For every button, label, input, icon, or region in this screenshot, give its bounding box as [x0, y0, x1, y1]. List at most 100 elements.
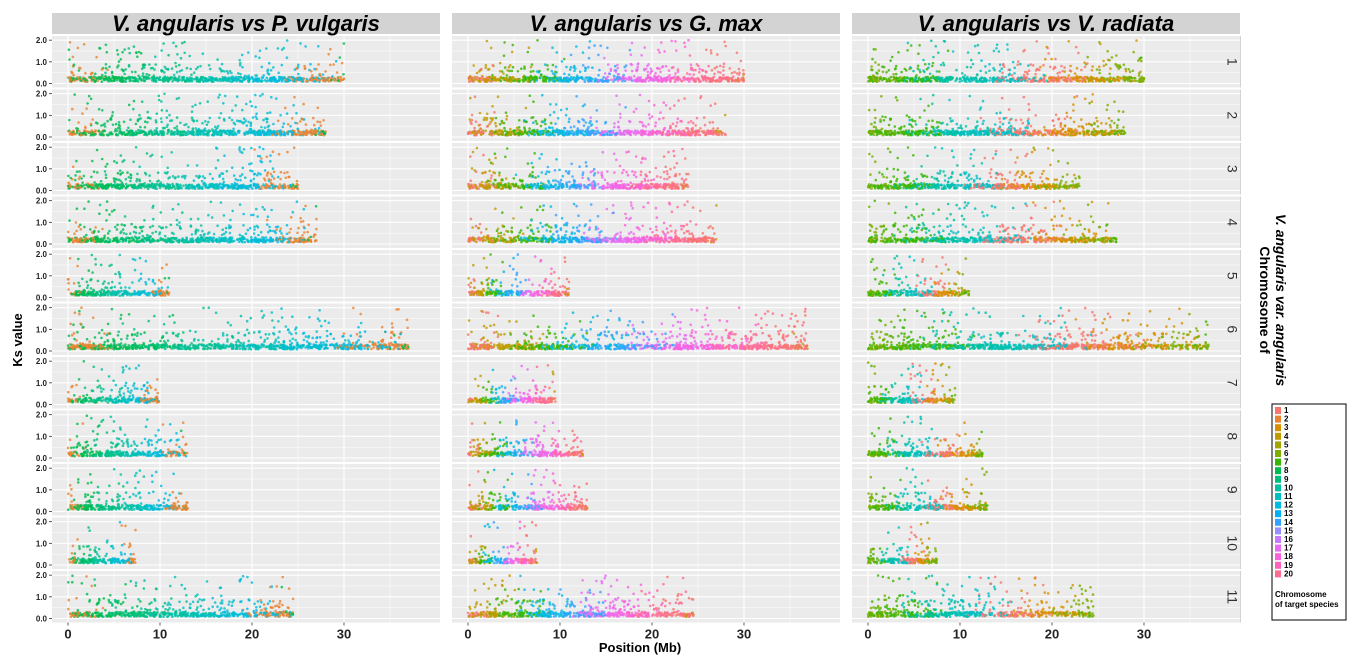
ks-point — [689, 63, 693, 66]
ks-point — [1102, 64, 1106, 68]
ks-point — [874, 116, 877, 120]
ks-point — [195, 76, 198, 79]
ks-point — [477, 79, 481, 82]
ks-point — [1041, 134, 1044, 137]
ks-point — [1043, 128, 1047, 132]
ks-point — [630, 69, 634, 73]
ks-point — [709, 51, 713, 55]
ks-point — [1002, 131, 1005, 135]
ks-point — [140, 67, 144, 70]
ks-point — [979, 69, 982, 73]
ks-point — [1052, 124, 1056, 127]
ks-point — [486, 68, 490, 71]
ks-point — [79, 79, 83, 82]
ks-point — [882, 77, 886, 80]
ks-point — [251, 116, 255, 119]
ks-point — [161, 126, 165, 130]
ks-point — [1023, 76, 1026, 79]
ks-point — [282, 46, 286, 50]
ks-point — [638, 76, 641, 79]
ks-point — [625, 77, 629, 81]
ks-point — [102, 129, 105, 133]
ks-point — [735, 51, 739, 54]
ks-point — [582, 124, 586, 127]
ks-point — [697, 133, 700, 136]
ks-point — [88, 130, 91, 134]
ks-point — [894, 64, 898, 68]
ks-point — [218, 133, 221, 136]
ks-point — [304, 45, 307, 48]
ks-point — [550, 77, 553, 80]
ks-point — [998, 63, 1002, 66]
ks-point — [326, 77, 330, 80]
ks-point — [225, 69, 229, 73]
ks-point — [574, 79, 577, 82]
ks-point — [551, 63, 555, 67]
ks-point — [114, 122, 118, 126]
ks-point — [178, 75, 181, 78]
ks-point — [675, 121, 679, 124]
ks-point — [1130, 76, 1134, 80]
ks-point — [266, 69, 269, 73]
ks-point — [583, 130, 587, 134]
ks-point — [512, 77, 516, 80]
ks-point — [532, 121, 535, 124]
ks-point — [694, 131, 698, 134]
ks-point — [730, 79, 734, 83]
ks-point — [237, 75, 240, 79]
ks-point — [623, 65, 626, 69]
ks-point — [976, 73, 979, 77]
ks-point — [893, 77, 896, 80]
ks-point — [255, 117, 259, 120]
ks-point — [737, 80, 741, 83]
ks-point — [571, 133, 574, 136]
ks-point — [1075, 79, 1079, 83]
ks-point — [135, 131, 139, 135]
ks-point — [1027, 117, 1030, 121]
ks-point — [984, 65, 987, 68]
ks-point — [1108, 72, 1111, 76]
ks-point — [1055, 129, 1059, 133]
ks-point — [516, 77, 519, 81]
ks-point — [1096, 131, 1099, 135]
ks-point — [316, 106, 320, 110]
ks-point — [946, 49, 950, 52]
ks-point — [927, 119, 930, 123]
ks-point — [518, 119, 521, 122]
ks-point — [589, 79, 592, 82]
ks-point — [734, 78, 737, 82]
ks-point — [111, 132, 114, 136]
ks-point — [628, 48, 632, 52]
ks-point — [649, 67, 653, 70]
ks-point — [708, 80, 711, 83]
ks-point — [983, 129, 986, 133]
ks-point — [172, 41, 175, 45]
ks-point — [166, 123, 169, 127]
ks-point — [487, 79, 490, 82]
ks-point — [1069, 116, 1072, 120]
ks-point — [556, 117, 560, 120]
ks-point — [608, 72, 611, 76]
ks-point — [977, 51, 981, 55]
ks-point — [529, 70, 533, 73]
ks-point — [871, 57, 874, 61]
ks-point — [649, 72, 652, 75]
ks-point — [922, 69, 925, 72]
ks-point — [500, 119, 504, 123]
ks-point — [643, 46, 646, 49]
ks-point — [324, 70, 327, 73]
ks-point — [642, 123, 645, 127]
ks-point — [145, 72, 149, 76]
ks-point — [508, 133, 511, 137]
ks-point — [1086, 130, 1089, 133]
ks-point — [982, 80, 986, 83]
ks-point — [1116, 126, 1119, 129]
ks-point — [1104, 122, 1108, 125]
ks-point — [674, 124, 678, 128]
ks-point — [572, 125, 576, 128]
ks-point — [296, 127, 300, 131]
ks-point — [125, 133, 128, 136]
ks-point — [1097, 79, 1101, 83]
ks-point — [705, 48, 708, 52]
ks-point — [643, 80, 647, 83]
